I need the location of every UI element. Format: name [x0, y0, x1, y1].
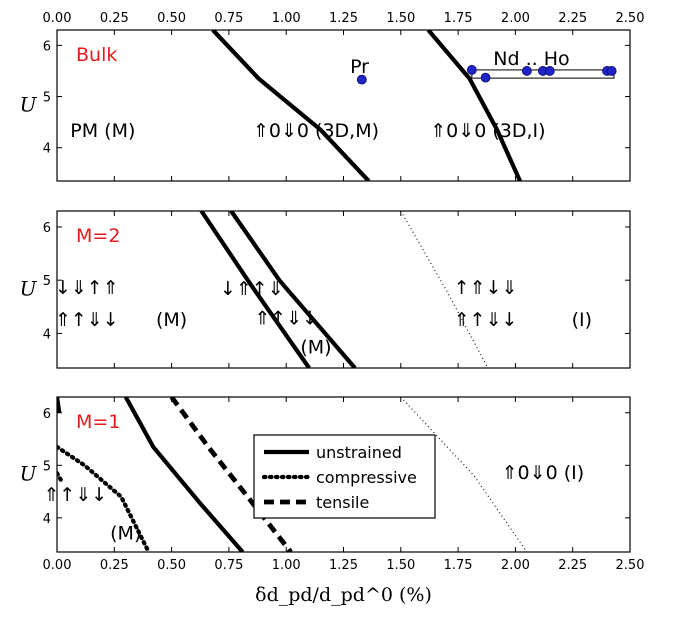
region-label: ⇑↑⇓↓: [43, 484, 107, 506]
y-axis-label: U: [20, 462, 38, 486]
y-axis-label: U: [20, 277, 38, 301]
data-point: [521, 66, 532, 76]
x-tick-label-top: 2.50: [616, 11, 645, 26]
series-group: [57, 397, 528, 552]
panel-frame: [56, 210, 631, 369]
x-tick-label-top: 1.50: [386, 11, 415, 26]
x-tick-label-bottom: 1.25: [329, 558, 358, 573]
region-label: (M): [300, 337, 331, 359]
x-tick-label-bottom: 2.00: [501, 558, 530, 573]
y-axis-label: U: [20, 93, 38, 117]
x-axis-label: δd_pd/d_pd^0 (%): [255, 584, 432, 606]
data-point: [606, 66, 617, 76]
x-tick-label-bottom: 1.75: [444, 558, 473, 573]
series-line-unstrained: [199, 211, 311, 368]
region-label: (M): [156, 309, 187, 331]
x-tick-label-top: 2.00: [501, 11, 530, 26]
x-tick-label-bottom: 1.50: [386, 558, 415, 573]
region-label: ⇑0⇓0 (I): [502, 462, 585, 484]
x-tick-label-top: 1.00: [272, 11, 301, 26]
series-line-unstrained: [123, 397, 245, 552]
region-label: ↑⇑↓⇓: [454, 277, 518, 299]
y-tick-label: 4: [43, 142, 51, 157]
region-label: Pr: [350, 56, 369, 78]
y-tick-label: 4: [43, 512, 51, 527]
series-line-unstrained: [229, 211, 357, 368]
x-tick-label-bottom: 0.75: [214, 558, 243, 573]
x-tick-label-bottom: 0.00: [43, 558, 72, 573]
y-tick-label: 5: [43, 91, 51, 106]
x-tick-label-top: 1.25: [329, 11, 358, 26]
data-point: [480, 72, 491, 83]
region-label: (M): [110, 523, 141, 545]
region-label: ⇑0⇓0 (3D,M): [253, 120, 379, 142]
region-label: ⇑0⇓0 (3D,I): [430, 120, 545, 142]
region-label: (I): [572, 309, 592, 331]
series-group: [211, 30, 522, 181]
series-line-compressive: [57, 471, 64, 484]
x-tick-label-bottom: 2.25: [558, 558, 587, 573]
legend-label: tensile: [316, 493, 369, 512]
x-tick-label-bottom: 0.50: [157, 558, 186, 573]
region-label: Nd .. Ho: [493, 48, 569, 70]
series-line-unstrained: [211, 30, 371, 181]
y-tick-label: 5: [43, 459, 51, 474]
region-label: ↓⇓↑⇑: [55, 277, 119, 299]
series-line-unstrained: [57, 397, 62, 414]
data-point: [466, 65, 477, 75]
region-label: ↓⇑↑⇓: [220, 278, 284, 300]
x-tick-label-top: 0.50: [157, 11, 186, 26]
x-tick-label-top: 2.25: [558, 11, 587, 26]
series-line-tensile: [169, 397, 293, 552]
y-tick-label: 6: [43, 221, 51, 236]
panel-tag: Bulk: [76, 44, 117, 66]
x-tick-label-top: 0.00: [43, 11, 72, 26]
data-point: [356, 74, 367, 85]
panel-3: 4 5 6 U M=1 ⇑0⇓0 (I) ⇑↑⇓↓(M) unstrained compress…: [20, 396, 645, 606]
x-tick-label-bottom: 1.00: [272, 558, 301, 573]
x-tick-label-bottom: 0.25: [100, 558, 129, 573]
panel-2: 4 5 6 U M=2 ↓⇓↑⇑ ⇑↑⇓↓ (M) ↑⇑↓⇓ ⇑↑⇓↓ (I) ↓⇑↑⇓ ⇑↑⇓↓ (M): [20, 210, 631, 369]
series-line-thin-dotted: [228, 211, 356, 368]
series-line-compressive: [57, 444, 151, 552]
series-line-unstrained: [426, 30, 522, 181]
series-group: [199, 211, 489, 368]
region-label: PM (M): [70, 120, 135, 142]
y-tick-label: 5: [43, 274, 51, 289]
x-tick-label-top: 0.75: [214, 11, 243, 26]
x-tick-label-top: 0.25: [100, 11, 129, 26]
region-label: ⇑↑⇓↓: [254, 307, 318, 329]
panel-tag: M=2: [76, 225, 120, 247]
x-tick-label-top: 1.75: [444, 11, 473, 26]
legend-label: compressive: [316, 468, 417, 487]
y-tick-label: 6: [43, 407, 51, 422]
y-tick-label: 4: [43, 327, 51, 342]
x-tick-label-bottom: 2.50: [616, 558, 645, 573]
panel-1: 4 5 6 U Bulk PM (M) ⇑0⇓0 (3D,M) ⇑0⇓0 (3D,I) Pr Nd…: [20, 11, 645, 182]
legend-label: unstrained: [316, 443, 402, 462]
region-label: ⇑↑⇓↓: [454, 309, 518, 331]
data-point: [544, 66, 555, 76]
y-tick-label: 6: [43, 39, 51, 54]
panel-tag: M=1: [76, 411, 120, 433]
region-label: ⇑↑⇓↓: [55, 309, 119, 331]
series-line-thin-dotted: [400, 211, 489, 368]
